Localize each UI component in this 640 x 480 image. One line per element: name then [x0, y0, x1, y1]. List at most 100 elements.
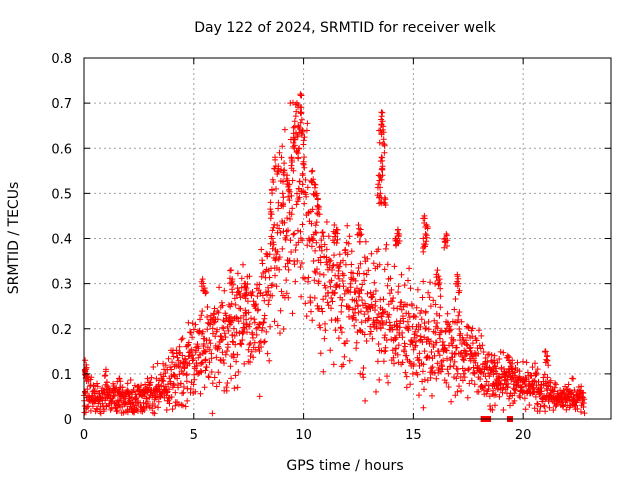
- data-point: [391, 360, 397, 367]
- data-point: [386, 311, 393, 318]
- data-point: [223, 312, 229, 319]
- data-point: [281, 219, 288, 226]
- data-point: [379, 118, 386, 125]
- data-point: [205, 374, 212, 381]
- data-point: [160, 360, 167, 367]
- data-point: [357, 232, 364, 239]
- data-point: [267, 240, 274, 247]
- data-point: [542, 348, 549, 355]
- data-point: [183, 378, 190, 385]
- data-point: [526, 402, 533, 408]
- data-point: [328, 277, 335, 284]
- data-point: [221, 330, 228, 337]
- data-point: [295, 155, 302, 162]
- data-point: [197, 390, 204, 397]
- data-point: [255, 306, 262, 313]
- data-point: [325, 302, 332, 309]
- data-point: [263, 250, 270, 257]
- data-point: [462, 367, 468, 374]
- data-point: [269, 235, 275, 242]
- data-point: [403, 352, 410, 359]
- data-point: [273, 185, 279, 192]
- data-point: [389, 298, 396, 305]
- data-point: [409, 302, 416, 309]
- data-point: [101, 373, 108, 379]
- data-point: [280, 178, 287, 185]
- data-point: [521, 395, 528, 402]
- data-point: [245, 346, 252, 353]
- data-point: [322, 293, 329, 300]
- data-point: [412, 314, 419, 320]
- data-point: [195, 371, 201, 377]
- data-point: [434, 360, 441, 367]
- data-point: [237, 305, 244, 312]
- data-point: [370, 291, 377, 298]
- data-point: [154, 360, 161, 367]
- data-point: [256, 281, 263, 288]
- data-point: [313, 230, 320, 236]
- data-point: [287, 237, 294, 244]
- data-point: [395, 342, 402, 349]
- data-point: [266, 274, 273, 281]
- data-point: [383, 241, 390, 248]
- data-point: [381, 266, 388, 273]
- data-point: [166, 386, 173, 393]
- data-point: [392, 237, 399, 244]
- data-point: [330, 262, 337, 269]
- data-point: [357, 238, 363, 245]
- data-point: [425, 318, 432, 325]
- data-point: [248, 348, 255, 355]
- data-point: [341, 290, 348, 297]
- data-point: [290, 231, 297, 238]
- data-point: [477, 345, 484, 352]
- data-point: [426, 354, 433, 361]
- data-point: [452, 296, 459, 302]
- data-point: [159, 377, 166, 384]
- data-point: [512, 387, 519, 394]
- data-point: [381, 194, 388, 201]
- data-point: [346, 233, 353, 240]
- y-tick-label: 0.4: [51, 233, 72, 248]
- data-point: [218, 299, 225, 306]
- data-point: [327, 347, 334, 354]
- data-point: [355, 293, 362, 300]
- data-point: [94, 380, 100, 387]
- data-point: [158, 382, 165, 389]
- data-point: [378, 131, 385, 138]
- data-point: [378, 121, 385, 128]
- data-point: [449, 342, 456, 349]
- data-point: [117, 378, 124, 385]
- data-point: [234, 384, 241, 391]
- data-point: [288, 192, 295, 199]
- data-point: [453, 344, 460, 351]
- data-point: [377, 173, 384, 180]
- data-point: [395, 232, 402, 239]
- data-point: [379, 317, 386, 324]
- data-point: [414, 332, 420, 339]
- data-point: [420, 248, 427, 255]
- data-point: [368, 294, 375, 301]
- data-point: [384, 261, 391, 268]
- data-point: [269, 245, 276, 252]
- data-point: [234, 351, 241, 358]
- data-point: [231, 332, 238, 339]
- data-point: [285, 266, 292, 273]
- data-point: [274, 222, 281, 229]
- data-point: [345, 303, 351, 310]
- data-point: [544, 357, 551, 364]
- data-point: [249, 331, 256, 338]
- data-point: [420, 278, 427, 285]
- data-point: [318, 237, 325, 244]
- data-point: [203, 364, 210, 371]
- data-point: [358, 319, 365, 326]
- data-point: [340, 257, 346, 264]
- data-point: [269, 292, 276, 299]
- y-tick-label: 0.7: [51, 97, 72, 112]
- data-point: [442, 238, 449, 245]
- data-point: [235, 368, 242, 375]
- data-point: [233, 329, 240, 336]
- data-point: [471, 381, 478, 388]
- data-point: [185, 339, 192, 346]
- data-point: [520, 358, 526, 365]
- data-point: [253, 301, 259, 308]
